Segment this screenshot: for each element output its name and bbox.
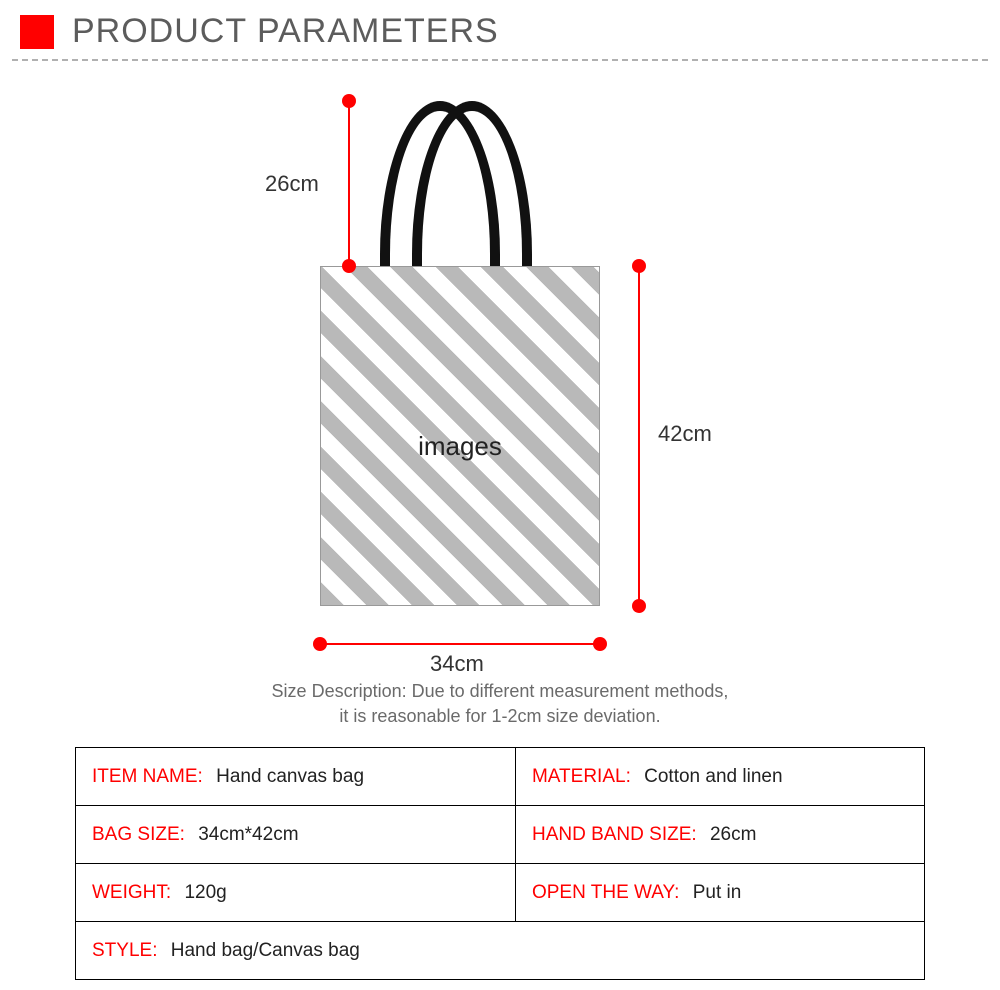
spec-value: Hand canvas bag bbox=[216, 766, 364, 787]
table-row: STYLE: Hand bag/Canvas bag bbox=[76, 922, 925, 980]
size-desc-line1: Size Description: Due to different measu… bbox=[272, 681, 729, 701]
dim-height-label: 42cm bbox=[658, 421, 712, 447]
spec-label: MATERIAL: bbox=[532, 766, 631, 787]
header: PRODUCT PARAMETERS bbox=[0, 0, 1000, 59]
dim-handle-line bbox=[348, 101, 350, 266]
table-cell: WEIGHT: 120g bbox=[76, 864, 516, 922]
table-row: ITEM NAME: Hand canvas bag MATERIAL: Cot… bbox=[76, 748, 925, 806]
spec-value: 26cm bbox=[710, 824, 756, 845]
dim-dot-icon bbox=[342, 259, 356, 273]
spec-value: 34cm*42cm bbox=[198, 824, 298, 845]
accent-square-icon bbox=[20, 15, 54, 49]
page-title: PRODUCT PARAMETERS bbox=[72, 12, 499, 51]
dim-width-line bbox=[320, 643, 600, 645]
dim-dot-icon bbox=[632, 259, 646, 273]
spec-label: STYLE: bbox=[92, 940, 157, 961]
dim-dot-icon bbox=[632, 599, 646, 613]
dim-dot-icon bbox=[593, 637, 607, 651]
dim-handle-label: 26cm bbox=[265, 171, 319, 197]
spec-value: 120g bbox=[184, 882, 226, 903]
dim-height-line bbox=[638, 266, 640, 606]
dim-dot-icon bbox=[313, 637, 327, 651]
spec-value: Put in bbox=[693, 882, 742, 903]
divider bbox=[12, 59, 988, 61]
spec-label: HAND BAND SIZE: bbox=[532, 824, 697, 845]
spec-table: ITEM NAME: Hand canvas bag MATERIAL: Cot… bbox=[75, 747, 925, 980]
dim-width-label: 34cm bbox=[430, 651, 484, 677]
table-cell: STYLE: Hand bag/Canvas bag bbox=[76, 922, 925, 980]
spec-label: OPEN THE WAY: bbox=[532, 882, 679, 903]
spec-label: BAG SIZE: bbox=[92, 824, 185, 845]
table-cell: BAG SIZE: 34cm*42cm bbox=[76, 806, 516, 864]
table-cell: OPEN THE WAY: Put in bbox=[515, 864, 924, 922]
size-description: Size Description: Due to different measu… bbox=[0, 679, 1000, 729]
dim-dot-icon bbox=[342, 94, 356, 108]
dimension-diagram: images 26cm 42cm 34cm bbox=[150, 91, 850, 671]
table-cell: MATERIAL: Cotton and linen bbox=[515, 748, 924, 806]
spec-label: ITEM NAME: bbox=[92, 766, 203, 787]
spec-value: Cotton and linen bbox=[644, 766, 782, 787]
table-cell: HAND BAND SIZE: 26cm bbox=[515, 806, 924, 864]
size-desc-line2: it is reasonable for 1-2cm size deviatio… bbox=[339, 706, 660, 726]
spec-label: WEIGHT: bbox=[92, 882, 171, 903]
spec-value: Hand bag/Canvas bag bbox=[171, 940, 360, 961]
table-row: WEIGHT: 120g OPEN THE WAY: Put in bbox=[76, 864, 925, 922]
table-cell: ITEM NAME: Hand canvas bag bbox=[76, 748, 516, 806]
bag-placeholder-label: images bbox=[320, 431, 600, 462]
table-row: BAG SIZE: 34cm*42cm HAND BAND SIZE: 26cm bbox=[76, 806, 925, 864]
